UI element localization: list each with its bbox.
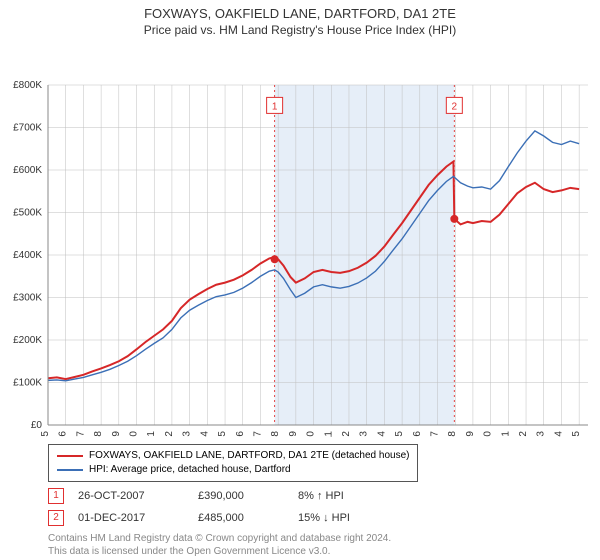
sale-date: 26-OCT-2007 <box>78 490 198 502</box>
x-tick-label: 2024 <box>553 431 564 437</box>
x-tick-label: 2001 <box>146 431 157 437</box>
x-tick-label: 1996 <box>58 431 69 437</box>
x-tick-label: 1995 <box>40 431 51 437</box>
sale-marker: 1 <box>48 488 64 504</box>
y-tick-label: £300K <box>13 293 42 304</box>
chart-container: FOXWAYS, OAKFIELD LANE, DARTFORD, DA1 2T… <box>0 0 600 560</box>
series-dot <box>450 215 458 223</box>
sale-price: £485,000 <box>198 512 298 524</box>
y-tick-label: £500K <box>13 208 42 219</box>
footer-text: Contains HM Land Registry data © Crown c… <box>48 532 588 558</box>
series-dot <box>271 255 279 263</box>
price-chart: £0 £100K £200K £300K £400K £500K £600K £700K £80… <box>0 37 600 437</box>
y-tick-label: £100K <box>13 378 42 389</box>
title-block: FOXWAYS, OAKFIELD LANE, DARTFORD, DA1 2T… <box>0 0 600 37</box>
y-tick-label: £0 <box>31 420 43 431</box>
y-tick-label: £600K <box>13 165 42 176</box>
x-tick-label: 2021 <box>500 431 511 437</box>
y-tick-label: £200K <box>13 335 42 346</box>
x-tick-label: 2003 <box>182 431 193 437</box>
x-tick-label: 2010 <box>306 431 317 437</box>
x-tick-label: 1997 <box>75 431 86 437</box>
x-tick-label: 2011 <box>323 431 334 437</box>
x-tick-label: 2013 <box>359 431 370 437</box>
x-tick-label: 2012 <box>341 431 352 437</box>
x-tick-label: 2023 <box>536 431 547 437</box>
x-tick-label: 2000 <box>129 431 140 437</box>
legend-row: FOXWAYS, OAKFIELD LANE, DARTFORD, DA1 2T… <box>57 449 409 463</box>
x-tick-label: 2017 <box>430 431 441 437</box>
x-tick-label: 2007 <box>252 431 263 437</box>
footer-line1: Contains HM Land Registry data © Crown c… <box>48 532 588 545</box>
legend-label: FOXWAYS, OAKFIELD LANE, DARTFORD, DA1 2T… <box>89 449 409 463</box>
x-tick-label: 2009 <box>288 431 299 437</box>
sale-row: 2 01-DEC-2017£485,00015% ↓ HPI <box>48 510 588 526</box>
x-tick-label: 2005 <box>217 431 228 437</box>
sale-date: 01-DEC-2017 <box>78 512 198 524</box>
x-tick-label: 1999 <box>111 431 122 437</box>
sale-hpi: 15% ↓ HPI <box>298 512 350 524</box>
y-tick-label: £400K <box>13 250 42 261</box>
x-tick-label: 2004 <box>199 431 210 437</box>
x-tick-label: 1998 <box>93 431 104 437</box>
title-line2: Price paid vs. HM Land Registry's House … <box>0 23 600 37</box>
sale-price: £390,000 <box>198 490 298 502</box>
sales-block: 1 26-OCT-2007£390,0008% ↑ HPI 2 01-DEC-2017… <box>48 488 588 526</box>
legend-row: HPI: Average price, detached house, Dart… <box>57 463 409 477</box>
sale-row: 1 26-OCT-2007£390,0008% ↑ HPI <box>48 488 588 504</box>
x-tick-label: 2020 <box>483 431 494 437</box>
x-tick-label: 2018 <box>447 431 458 437</box>
x-tick-label: 2015 <box>394 431 405 437</box>
x-tick-label: 2014 <box>376 431 387 437</box>
y-tick-label: £800K <box>13 80 42 91</box>
x-tick-label: 2008 <box>270 431 281 437</box>
footer-line2: This data is licensed under the Open Gov… <box>48 545 588 558</box>
x-tick-label: 2022 <box>518 431 529 437</box>
legend-swatch <box>57 455 83 457</box>
x-tick-label: 2016 <box>412 431 423 437</box>
legend-swatch <box>57 469 83 471</box>
below-chart-block: FOXWAYS, OAKFIELD LANE, DARTFORD, DA1 2T… <box>48 444 588 558</box>
sale-marker: 2 <box>48 510 64 526</box>
legend-box: FOXWAYS, OAKFIELD LANE, DARTFORD, DA1 2T… <box>48 444 418 482</box>
legend-label: HPI: Average price, detached house, Dart… <box>89 463 291 477</box>
marker-label: 2 <box>452 101 458 112</box>
sale-hpi: 8% ↑ HPI <box>298 490 344 502</box>
x-tick-label: 2006 <box>235 431 246 437</box>
y-tick-label: £700K <box>13 123 42 134</box>
x-tick-label: 2002 <box>164 431 175 437</box>
marker-label: 1 <box>272 101 278 112</box>
title-line1: FOXWAYS, OAKFIELD LANE, DARTFORD, DA1 2T… <box>0 6 600 21</box>
x-tick-label: 2019 <box>465 431 476 437</box>
x-tick-label: 2025 <box>571 431 582 437</box>
